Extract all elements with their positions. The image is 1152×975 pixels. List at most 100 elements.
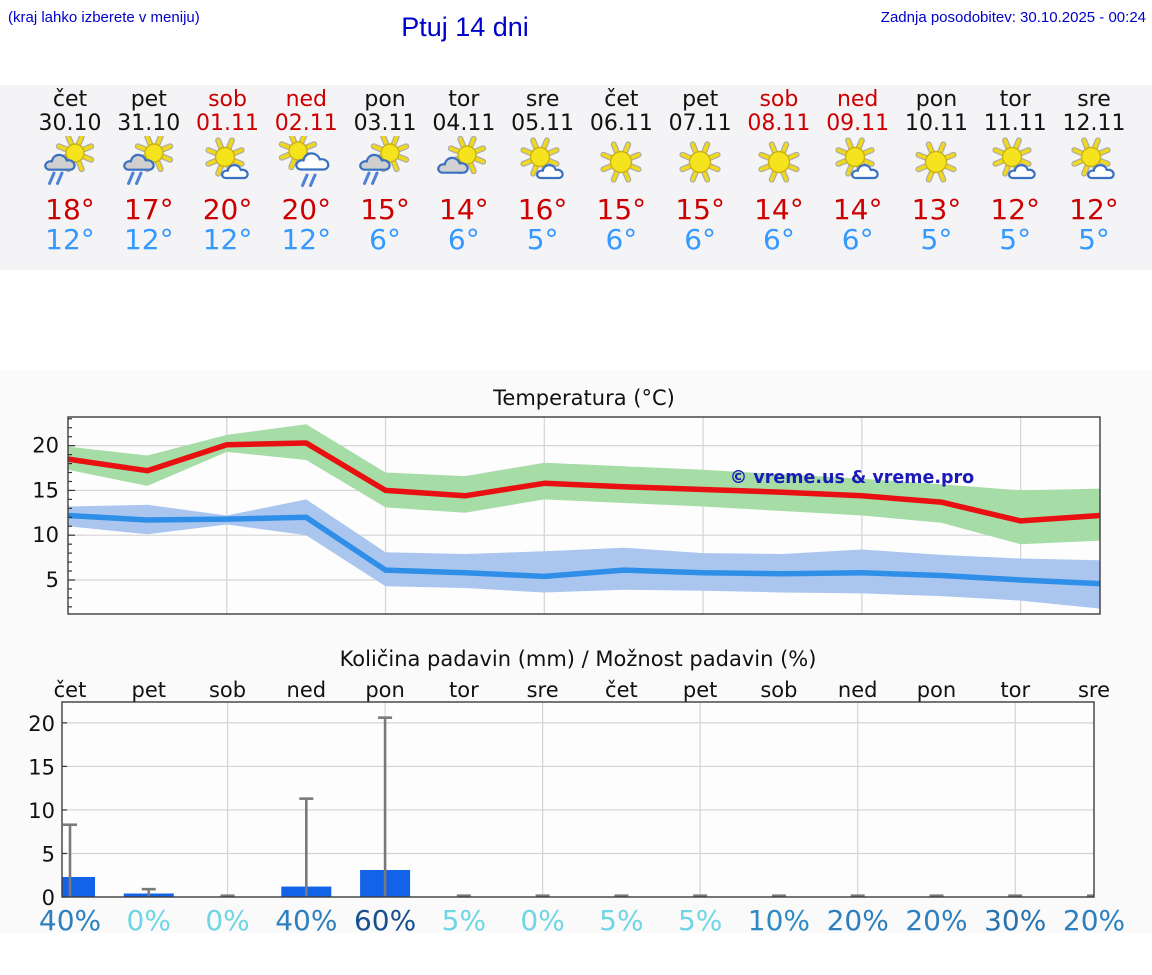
page-title: Ptuj 14 dni — [401, 12, 529, 42]
sun-bigcloud-rain-icon — [267, 131, 346, 190]
low-temp: 6° — [605, 223, 638, 256]
precip-probability: 20% — [1063, 904, 1125, 937]
day-name: pon — [364, 87, 406, 112]
day-name: sob — [208, 87, 247, 112]
precipitation-chart-title: Količina padavin (mm) / Možnost padavin … — [340, 647, 817, 671]
precip-day-label: pon — [365, 678, 405, 702]
sun-small-cloud-icon — [818, 136, 897, 190]
day-column-09.11[interactable]: ned 09.11 14° 6° — [818, 85, 897, 270]
day-column-31.10[interactable]: pet 31.10 17° 12° — [109, 85, 188, 270]
precip-probability: 0% — [127, 904, 171, 937]
precip-probability: 40% — [39, 904, 101, 937]
precip-day-label: tor — [449, 678, 479, 702]
high-temp: 14° — [832, 193, 883, 226]
precip-probability: 40% — [275, 904, 337, 937]
day-date: 31.10 — [117, 111, 181, 136]
precip-probability: 20% — [905, 904, 967, 937]
sun-cloud-rain-icon — [31, 133, 110, 190]
temp-y-tick: 20 — [32, 434, 59, 458]
low-temp: 6° — [684, 223, 717, 256]
high-temp: 14° — [439, 193, 489, 226]
day-column-08.11[interactable]: sob 08.11 14° 6° — [739, 85, 818, 270]
day-column-06.11[interactable]: čet 06.11 15° 6° — [582, 85, 661, 270]
day-name: pon — [915, 87, 958, 112]
last-update-text: Zadnja posodobitev: 30.10.2025 - 00:24 — [880, 9, 1146, 26]
day-date: 05.11 — [511, 111, 575, 136]
high-temp: 12° — [1069, 193, 1119, 226]
day-column-07.11[interactable]: pet 07.11 15° 6° — [661, 85, 740, 270]
high-temp: 15° — [596, 193, 647, 226]
precip-day-label: ned — [287, 678, 327, 702]
precip-day-label: pon — [917, 678, 957, 702]
day-column-04.11[interactable]: tor 04.11 14° 6° — [424, 85, 503, 270]
precip-y-tick: 20 — [28, 712, 55, 736]
low-temp: 12° — [202, 223, 253, 256]
day-column-01.11[interactable]: sob 01.11 20° 12° — [188, 85, 267, 270]
day-name: čet — [604, 87, 639, 112]
day-date: 04.11 — [432, 111, 496, 136]
high-temp: 16° — [517, 193, 568, 226]
day-column-03.11[interactable]: pon 03.11 15° 6° — [346, 85, 425, 270]
sun-cloud-rain-icon — [346, 133, 425, 190]
high-temp: 20° — [202, 193, 253, 226]
sunny-icon — [739, 136, 818, 190]
day-column-12.11[interactable]: sre 12.11 12° 5° — [1055, 85, 1134, 270]
precip-day-label: sob — [760, 678, 797, 702]
day-name: čet — [52, 87, 88, 112]
day-date: 02.11 — [274, 111, 338, 136]
low-temp: 6° — [369, 223, 401, 256]
high-temp: 14° — [754, 193, 804, 226]
low-temp: 6° — [841, 223, 874, 256]
high-temp: 15° — [360, 193, 410, 226]
precip-probability: 20% — [827, 904, 889, 937]
high-temp: 13° — [911, 193, 962, 226]
day-column-11.11[interactable]: tor 11.11 12° 5° — [976, 85, 1055, 270]
sunny-icon — [582, 136, 661, 190]
precip-day-label: čet — [605, 678, 638, 702]
low-temp: 5° — [920, 223, 953, 256]
temp-y-tick: 10 — [32, 523, 59, 547]
watermark: © vreme.us & vreme.pro — [730, 468, 974, 488]
low-temp: 5° — [999, 223, 1032, 256]
temperature-chart-title: Temperatura (°C) — [492, 386, 675, 410]
precip-day-label: pet — [132, 678, 166, 702]
precip-probability: 0% — [205, 904, 249, 937]
precip-day-label: čet — [54, 678, 87, 702]
day-date: 30.10 — [38, 111, 102, 136]
precip-y-tick: 15 — [28, 755, 55, 779]
day-name: pet — [130, 87, 167, 112]
day-date: 07.11 — [668, 111, 732, 136]
day-date: 11.11 — [983, 111, 1047, 136]
low-temp: 12° — [281, 223, 332, 256]
precip-probability: 5% — [599, 904, 643, 937]
precip-probability: 0% — [520, 904, 564, 937]
sun-small-cloud-icon — [1055, 136, 1134, 190]
day-name: sob — [759, 87, 799, 112]
day-name: sre — [525, 87, 560, 112]
precip-day-label: sob — [209, 678, 246, 702]
day-column-05.11[interactable]: sre 05.11 16° 5° — [503, 85, 582, 270]
precip-y-tick: 10 — [28, 799, 55, 823]
day-column-02.11[interactable]: ned 02.11 20° 12° — [267, 85, 346, 270]
sun-small-cloud-icon — [976, 136, 1055, 190]
day-column-30.10[interactable]: čet 30.10 18° 12° — [31, 85, 110, 270]
day-date: 01.11 — [196, 111, 260, 136]
precip-day-label: tor — [1000, 678, 1030, 702]
precip-probability: 30% — [984, 904, 1046, 937]
day-name: tor — [448, 87, 480, 112]
menu-hint-text: (kraj lahko izberete v meniju) — [8, 9, 200, 26]
low-temp: 5° — [1078, 223, 1110, 256]
high-temp: 18° — [45, 193, 95, 226]
precip-probability: 5% — [678, 904, 722, 937]
temp-y-tick: 15 — [32, 478, 59, 502]
low-temp: 12° — [45, 223, 95, 256]
temperature-chart: 5 10 15 20 Temperatura (°C) © vreme.us & vrem… — [32, 386, 1101, 615]
day-name: ned — [285, 87, 328, 112]
precipitation-chart: 0 5 10 15 20 čet pet sob ned pon tor sre čet pet sob ne… — [28, 647, 1125, 937]
precip-probability: 10% — [748, 904, 810, 937]
day-name: ned — [836, 87, 879, 112]
day-column-10.11[interactable]: pon 10.11 13° 5° — [897, 85, 976, 270]
precip-day-label: ned — [838, 678, 878, 702]
day-date: 03.11 — [353, 111, 417, 136]
high-temp: 17° — [123, 193, 174, 226]
